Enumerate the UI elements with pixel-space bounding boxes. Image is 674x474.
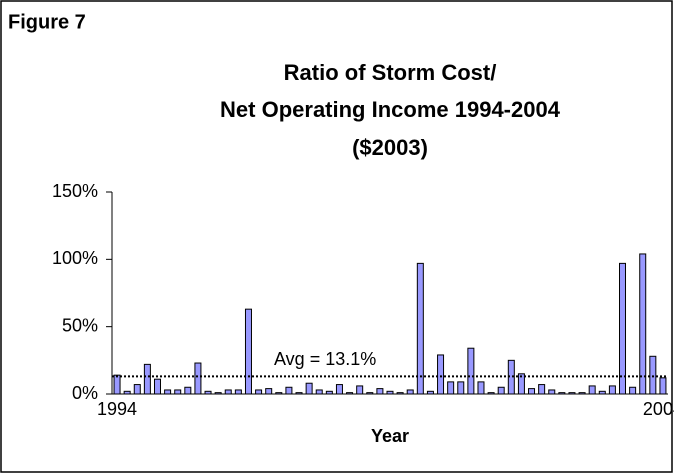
bar [113, 374, 121, 395]
x-axis-title: Year [371, 426, 409, 446]
bar [406, 389, 414, 395]
bar [437, 354, 445, 395]
bar [659, 377, 667, 395]
y-tick-label: 0% [72, 383, 98, 403]
bar [548, 389, 556, 395]
bar [174, 389, 182, 395]
bar [538, 384, 546, 395]
bar [639, 253, 647, 395]
x-tick-label: 2004 [643, 399, 674, 419]
bar [588, 385, 596, 395]
bar [608, 385, 616, 395]
bar [164, 389, 172, 395]
y-tick-label: 150% [52, 181, 98, 201]
bar [265, 388, 273, 395]
bar [619, 262, 627, 395]
bar [629, 386, 637, 395]
bar [376, 388, 384, 395]
bar [184, 386, 192, 395]
bar [224, 389, 232, 395]
bar [477, 381, 485, 395]
chart-title: Net Operating Income 1994-2004 [220, 97, 561, 122]
chart-title: ($2003) [352, 135, 428, 160]
bar [255, 389, 263, 395]
y-tick-label: 50% [62, 315, 98, 335]
x-tick-label: 1994 [97, 399, 137, 419]
chart-title: Ratio of Storm Cost/ [284, 60, 497, 85]
bar [133, 384, 141, 395]
bar [194, 362, 202, 395]
bar [416, 262, 424, 395]
bar [528, 388, 536, 395]
bar [457, 381, 465, 395]
bar [335, 384, 343, 395]
bar [497, 386, 505, 395]
bar [315, 389, 323, 395]
bar [467, 347, 475, 395]
average-label: Avg = 13.1% [274, 349, 376, 369]
bar [244, 308, 252, 395]
bar [285, 386, 293, 395]
bar [305, 382, 313, 395]
y-tick-label: 100% [52, 248, 98, 268]
bar [447, 381, 455, 395]
bar [234, 389, 242, 395]
bar [143, 363, 151, 395]
bar [153, 378, 161, 395]
bar [356, 385, 364, 395]
figure-label: Figure 7 [8, 11, 86, 33]
bar [649, 355, 657, 395]
